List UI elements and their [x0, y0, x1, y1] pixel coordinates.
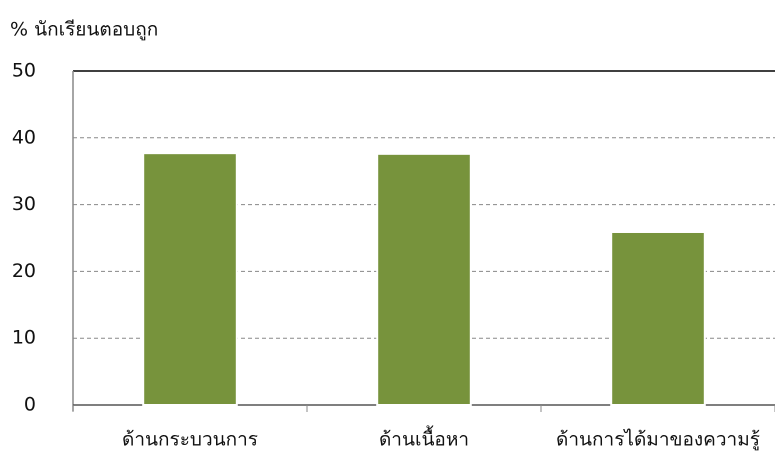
- y-axis-label: % นักเรียนตอบถูก: [10, 19, 158, 41]
- x-tick-label: ด้านการได้มาของความรู้: [556, 429, 760, 451]
- y-tick-label: 50: [12, 60, 36, 82]
- y-tick-label: 0: [24, 394, 36, 416]
- y-tick-label: 10: [12, 327, 36, 349]
- bar: [376, 152, 472, 406]
- x-tick-label: ด้านเนื้อหา: [379, 426, 469, 451]
- bar: [142, 152, 238, 406]
- y-tick-label: 30: [12, 193, 36, 215]
- y-tick-label: 40: [12, 126, 36, 148]
- y-tick-label: 20: [12, 260, 36, 282]
- x-tick-label: ด้านกระบวนการ: [122, 429, 258, 451]
- bar: [610, 230, 706, 406]
